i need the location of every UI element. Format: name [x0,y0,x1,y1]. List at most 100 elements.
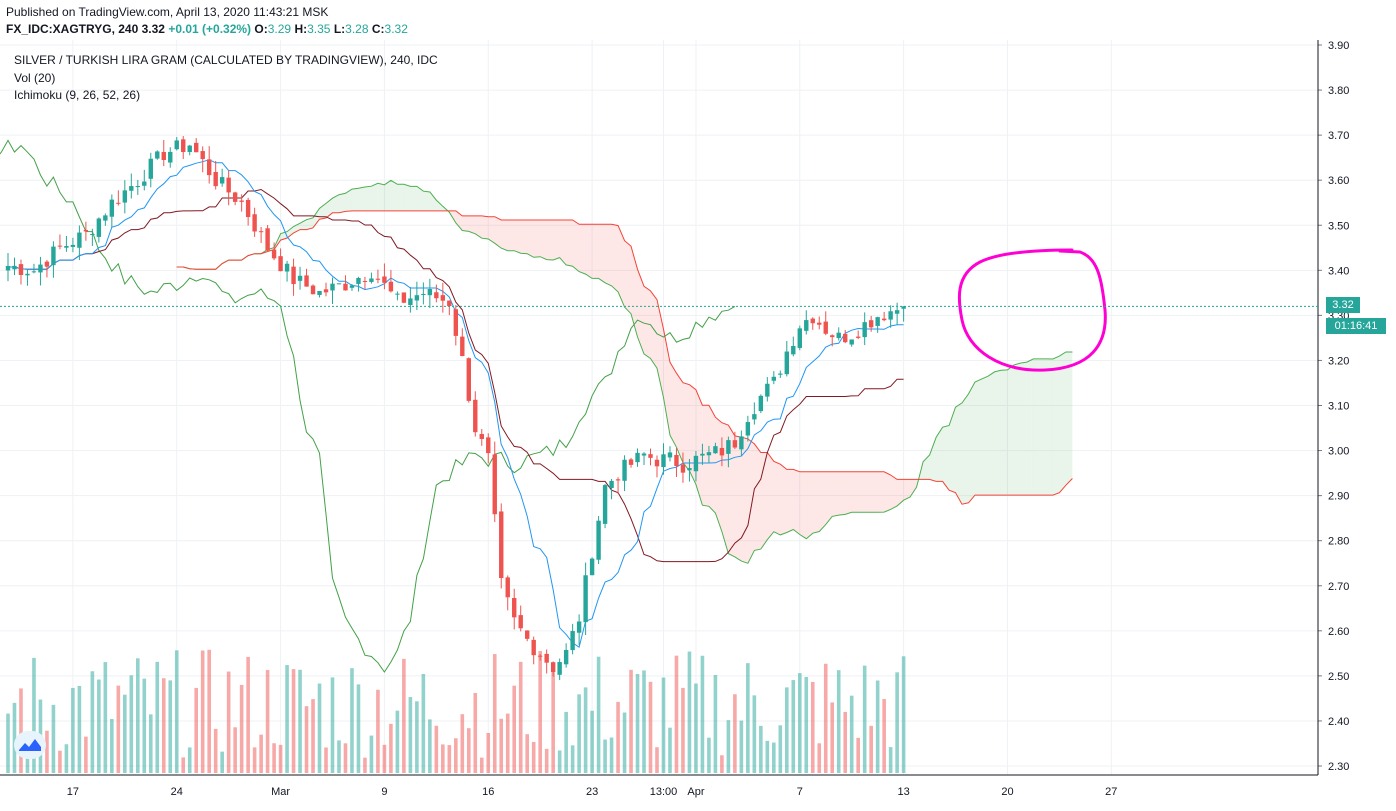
candle [245,197,251,226]
volume-bar [694,683,698,773]
volume-bar [797,673,802,773]
candle-body [187,145,192,153]
cloud-segment [585,224,593,279]
candle [713,442,718,454]
volume-bar [791,680,796,773]
candle [317,290,322,298]
candle-body [823,321,828,334]
volume-bar [752,695,757,773]
candle [447,300,452,316]
symbol-ohlc-line: FX_IDC:XAGTRYG, 240 3.32 +0.01 (+0.32%) … [6,22,408,36]
cloud-segment [786,469,794,533]
candle-body [369,278,374,282]
candle [44,259,50,278]
candle [486,433,491,464]
candle [531,636,536,665]
x-axis-tick-label: 27 [1105,786,1117,798]
candle [57,234,63,250]
candle-body [77,232,82,248]
cloud-segment [676,373,683,463]
candle-body [550,662,556,672]
candle [680,452,686,483]
volume-bar [317,683,322,773]
volume-bar [707,737,711,773]
cloud-segment [715,417,722,532]
candle-body [232,192,238,202]
volume-bar [148,714,153,773]
cloud-segment [637,269,645,354]
candle-body [609,480,614,489]
candle [778,370,783,379]
volume-bar [538,651,542,773]
cloud-segment [877,471,885,513]
cloud-segment [611,224,619,292]
cloud-segment [838,471,846,516]
candle-body [525,630,530,639]
price-candles [5,136,906,681]
cloud-segment [462,215,469,232]
candle-body [843,333,848,343]
volume-bar [350,668,354,773]
candle [5,252,11,282]
volume-bar [129,675,134,773]
last-price: 3.32 [141,22,165,36]
candle [758,394,764,414]
annotation-circle [957,248,1107,372]
y-axis-tick-label: 2.40 [1328,716,1349,728]
tradingview-logo-icon[interactable] [14,731,46,759]
volume-bar [590,710,594,773]
cloud-segment [975,379,982,496]
volume-bar [733,694,737,773]
candle-body [576,621,582,633]
candle-body [323,289,329,293]
volume-bar [778,725,783,773]
x-axis-tick-label: 20 [1001,786,1013,798]
candle-body [719,447,725,456]
close-value: 3.32 [384,22,408,36]
candle [142,169,147,191]
candle-body [531,639,536,656]
cloud-segment [864,471,872,513]
candle-body [849,339,854,345]
cloud-segment [780,464,787,535]
candle-body [693,455,699,472]
candle [810,317,815,330]
cloud-segment [598,224,606,283]
volume-bar [836,670,841,773]
volume-bar [252,747,257,773]
candle-body [330,283,335,291]
volume-bar [895,672,899,773]
candle [284,260,290,282]
candle [129,173,134,199]
candle [628,457,634,468]
cloud-segment [708,405,716,513]
candle [271,242,277,261]
candle-body [901,306,906,309]
volume-bar [200,650,205,773]
candle-body [70,244,76,247]
cloud-segment [897,479,904,506]
candle [414,281,420,311]
cloud-segment [890,474,898,510]
cloud-segment [507,219,515,251]
volume-bar [661,677,666,773]
candle [356,276,361,292]
candle [752,402,757,425]
candle-body [537,655,543,657]
legend-volume[interactable]: Vol (20) [14,71,56,85]
volume-bar [479,757,484,773]
candle-body [434,292,439,299]
candle [849,339,854,347]
candle-body [401,292,407,303]
candle-body [674,454,679,467]
candle-body [103,215,108,221]
cloud-segment [695,389,703,506]
candle [232,191,238,206]
volume-bar [531,741,536,773]
candle-body [894,310,900,314]
legend-title: SILVER / TURKISH LIRA GRAM (CALCULATED B… [14,53,438,67]
candle [122,180,128,214]
candle-body [700,453,705,456]
legend-ichimoku[interactable]: Ichimoku (9, 26, 52, 26) [14,88,141,102]
